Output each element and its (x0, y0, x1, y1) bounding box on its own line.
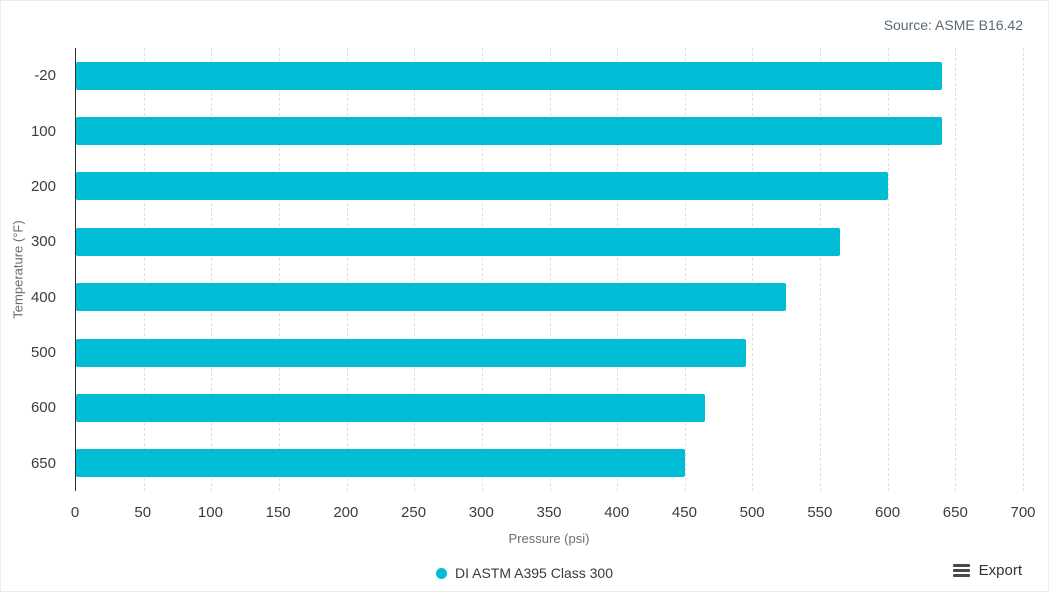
bar-row (76, 214, 1023, 269)
export-label: Export (978, 562, 1022, 579)
x-tick-label: 300 (468, 504, 494, 521)
gridline (481, 48, 483, 491)
bar-row (76, 270, 1023, 325)
x-tick-label: 350 (536, 504, 562, 521)
gridline (955, 48, 957, 491)
x-tick-label: 0 (70, 504, 80, 521)
x-tick-label: 550 (807, 504, 833, 521)
source-label: Source: ASME B16.42 (883, 17, 1023, 33)
gridline (143, 48, 145, 491)
gridline (684, 48, 686, 491)
bar-100[interactable] (76, 117, 942, 146)
bar-row (76, 436, 1023, 491)
bar-600[interactable] (76, 393, 706, 422)
y-tick-label: 300 (30, 233, 56, 251)
bar-row (76, 103, 1023, 158)
bar-400[interactable] (76, 283, 787, 312)
x-tick-label: 250 (401, 504, 427, 521)
y-tick-label: 500 (30, 344, 56, 362)
x-tick-label: 150 (265, 504, 291, 521)
x-tick-label: 500 (739, 504, 765, 521)
x-axis-tick-labels: 0 50 100 150 200 250 300 350 400 450 500 550 600 650 7… (71, 504, 1036, 524)
bar-row (76, 325, 1023, 380)
gridline (278, 48, 280, 491)
bar--20[interactable] (76, 61, 942, 90)
x-tick-label: 450 (671, 504, 697, 521)
x-tick-label: 100 (197, 504, 223, 521)
bar-300[interactable] (76, 227, 841, 256)
gridline (549, 48, 551, 491)
bar-200[interactable] (76, 172, 888, 201)
y-tick-label: 200 (30, 177, 56, 195)
gridline (820, 48, 822, 491)
bar-row (76, 380, 1023, 435)
x-axis-title: Pressure (psi) (508, 531, 590, 546)
plot-area (75, 48, 1024, 491)
y-tick-label: -20 (34, 67, 56, 85)
export-menu-icon (952, 564, 970, 577)
gridline (346, 48, 348, 491)
bar-row (76, 159, 1023, 214)
y-tick-label: 650 (30, 454, 56, 472)
x-tick-label: 700 (1010, 504, 1036, 521)
y-tick-label: 400 (30, 288, 56, 306)
x-tick-label: 400 (604, 504, 630, 521)
bar-row (76, 48, 1023, 103)
gridline (752, 48, 754, 491)
legend-label: DI ASTM A395 Class 300 (455, 565, 613, 581)
x-tick-label: 650 (942, 504, 968, 521)
x-tick-label: 200 (333, 504, 359, 521)
bar-500[interactable] (76, 338, 746, 367)
gridline (414, 48, 416, 491)
legend-marker-icon (436, 567, 448, 579)
gridline (887, 48, 889, 491)
bar-650[interactable] (76, 449, 685, 478)
export-button[interactable]: Export (951, 560, 1024, 581)
x-tick-label: 600 (875, 504, 901, 521)
gridline (1023, 48, 1024, 491)
x-tick-label: 50 (134, 504, 152, 521)
bar-series (76, 48, 1023, 491)
legend-item[interactable]: DI ASTM A395 Class 300 (436, 565, 613, 581)
y-tick-label: 100 (30, 122, 56, 140)
legend: DI ASTM A395 Class 300 (1, 565, 1048, 581)
gridline (617, 48, 619, 491)
y-tick-label: 600 (30, 399, 56, 417)
gridline (211, 48, 213, 491)
y-axis-tick-labels: -20 100 200 300 400 500 600 650 (1, 48, 56, 491)
gridlines (76, 48, 1024, 491)
